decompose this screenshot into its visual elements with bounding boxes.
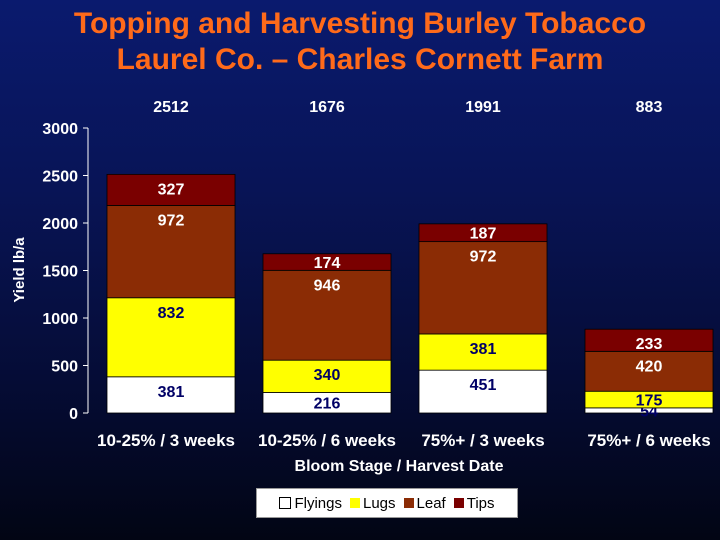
bar-segment-flyings — [418, 369, 548, 414]
y-tick-label: 0 — [69, 406, 78, 423]
data-label: 340 — [314, 367, 341, 384]
bar-segment-leaf — [418, 241, 548, 335]
y-tick-label: 1500 — [42, 264, 78, 281]
x-axis-title: Bloom Stage / Harvest Date — [295, 458, 504, 475]
y-tick-label: 500 — [51, 359, 78, 376]
y-tick-label: 2000 — [42, 216, 78, 233]
legend-item-flyings: Flyings — [279, 495, 342, 512]
legend-label: Leaf — [416, 494, 446, 512]
data-label: 233 — [636, 336, 663, 353]
total-label: 883 — [636, 99, 663, 116]
category-label: 10-25% / 6 weeks — [258, 431, 396, 450]
legend-swatch — [453, 498, 464, 508]
data-label: 381 — [158, 384, 185, 401]
y-axis-title: Yield lb/a — [11, 237, 28, 303]
data-label: 832 — [158, 305, 185, 322]
data-label: 972 — [158, 212, 185, 229]
bar-segment-lugs — [106, 297, 236, 378]
bar-segment-lugs — [418, 333, 548, 371]
data-label: 972 — [470, 249, 497, 266]
legend-label: Tips — [466, 494, 495, 512]
chart-title: Topping and Harvesting Burley Tobacco La… — [0, 6, 720, 78]
legend-item-lugs: Lugs — [350, 495, 396, 512]
legend-swatch — [403, 498, 414, 508]
data-label: 451 — [470, 377, 497, 394]
data-label: 420 — [636, 358, 663, 375]
category-label: 75%+ / 6 weeks — [587, 431, 710, 450]
data-label: 187 — [470, 226, 497, 243]
bar-segment-flyings — [106, 376, 236, 414]
bar-segment-lugs — [262, 359, 392, 393]
legend-item-tips: Tips — [453, 494, 495, 512]
bar-segment-leaf — [106, 205, 236, 299]
legend-label: Lugs — [363, 494, 396, 512]
category-label: 10-25% / 3 weeks — [97, 431, 235, 450]
data-label: 174 — [314, 255, 341, 272]
legend-swatch — [279, 497, 292, 509]
y-tick-label: 3000 — [42, 121, 78, 138]
data-label: 216 — [314, 396, 341, 413]
y-tick-label: 1000 — [42, 311, 78, 328]
total-label: 2512 — [153, 99, 189, 116]
legend-label: Flyings — [294, 494, 342, 512]
total-label: 1676 — [309, 99, 345, 116]
chart-title-line1: Topping and Harvesting Burley Tobacco — [73, 7, 647, 40]
legend-item-leaf: Leaf — [403, 494, 446, 512]
bar-segment-leaf — [262, 269, 392, 361]
total-label: 1991 — [465, 99, 501, 116]
chart-title-line2: Laurel Co. – Charles Cornett Farm — [116, 43, 604, 76]
legend-swatch — [350, 498, 360, 508]
data-label: 381 — [470, 341, 497, 358]
y-tick-label: 2500 — [42, 169, 78, 186]
data-label: 327 — [158, 181, 185, 198]
bar-segment-tips — [262, 253, 392, 271]
chart-legend: Flyings Lugs Leaf Tips — [256, 488, 518, 518]
bar-segment-tips — [106, 173, 236, 206]
data-label: 946 — [314, 277, 341, 294]
bar-segment-leaf — [584, 350, 714, 392]
data-label: 175 — [636, 393, 663, 410]
bar-segment-tips — [584, 328, 714, 352]
category-label: 75%+ / 3 weeks — [421, 431, 544, 450]
bar-segment-tips — [418, 223, 548, 243]
